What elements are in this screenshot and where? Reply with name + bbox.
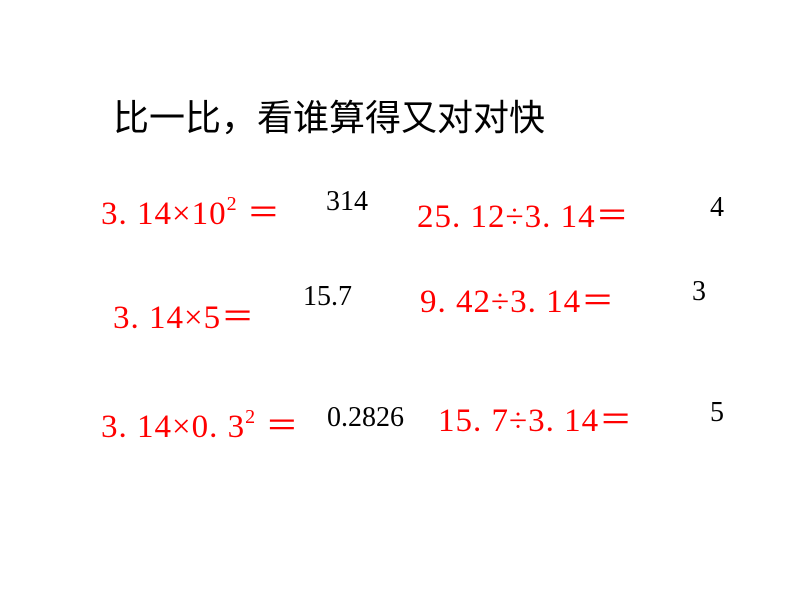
expr-text: 9. 42÷3. 14＝ [420, 284, 615, 320]
expr-text: ＝ [238, 196, 281, 232]
expr-superscript: 2 [245, 406, 256, 428]
equation-expression: 9. 42÷3. 14＝ [420, 274, 615, 322]
equation-expression: 15. 7÷3. 14＝ [438, 393, 633, 441]
expr-text: 3. 14×0. 3 [101, 409, 245, 445]
equation-answer: 0.2826 [327, 402, 404, 434]
equation-answer: 3 [692, 276, 706, 308]
equation-expression: 3. 14×5＝ [113, 290, 255, 338]
expr-text: 3. 14×5＝ [113, 300, 255, 336]
equation-expression: 3. 14×102 ＝ [101, 186, 281, 234]
expr-superscript: 2 [227, 193, 238, 215]
expr-text: 3. 14×10 [101, 196, 227, 232]
equation-expression: 3. 14×0. 32 ＝ [101, 399, 299, 447]
equation-answer: 314 [326, 186, 368, 218]
equation-answer: 5 [710, 397, 724, 429]
expr-text: 15. 7÷3. 14＝ [438, 403, 633, 439]
equation-answer: 15.7 [303, 281, 352, 313]
page-title: 比一比，看谁算得又对对快 [113, 89, 545, 141]
expr-text: 25. 12÷3. 14＝ [417, 199, 630, 235]
equation-answer: 4 [710, 192, 724, 224]
equation-expression: 25. 12÷3. 14＝ [417, 189, 630, 237]
expr-text: ＝ [256, 409, 299, 445]
